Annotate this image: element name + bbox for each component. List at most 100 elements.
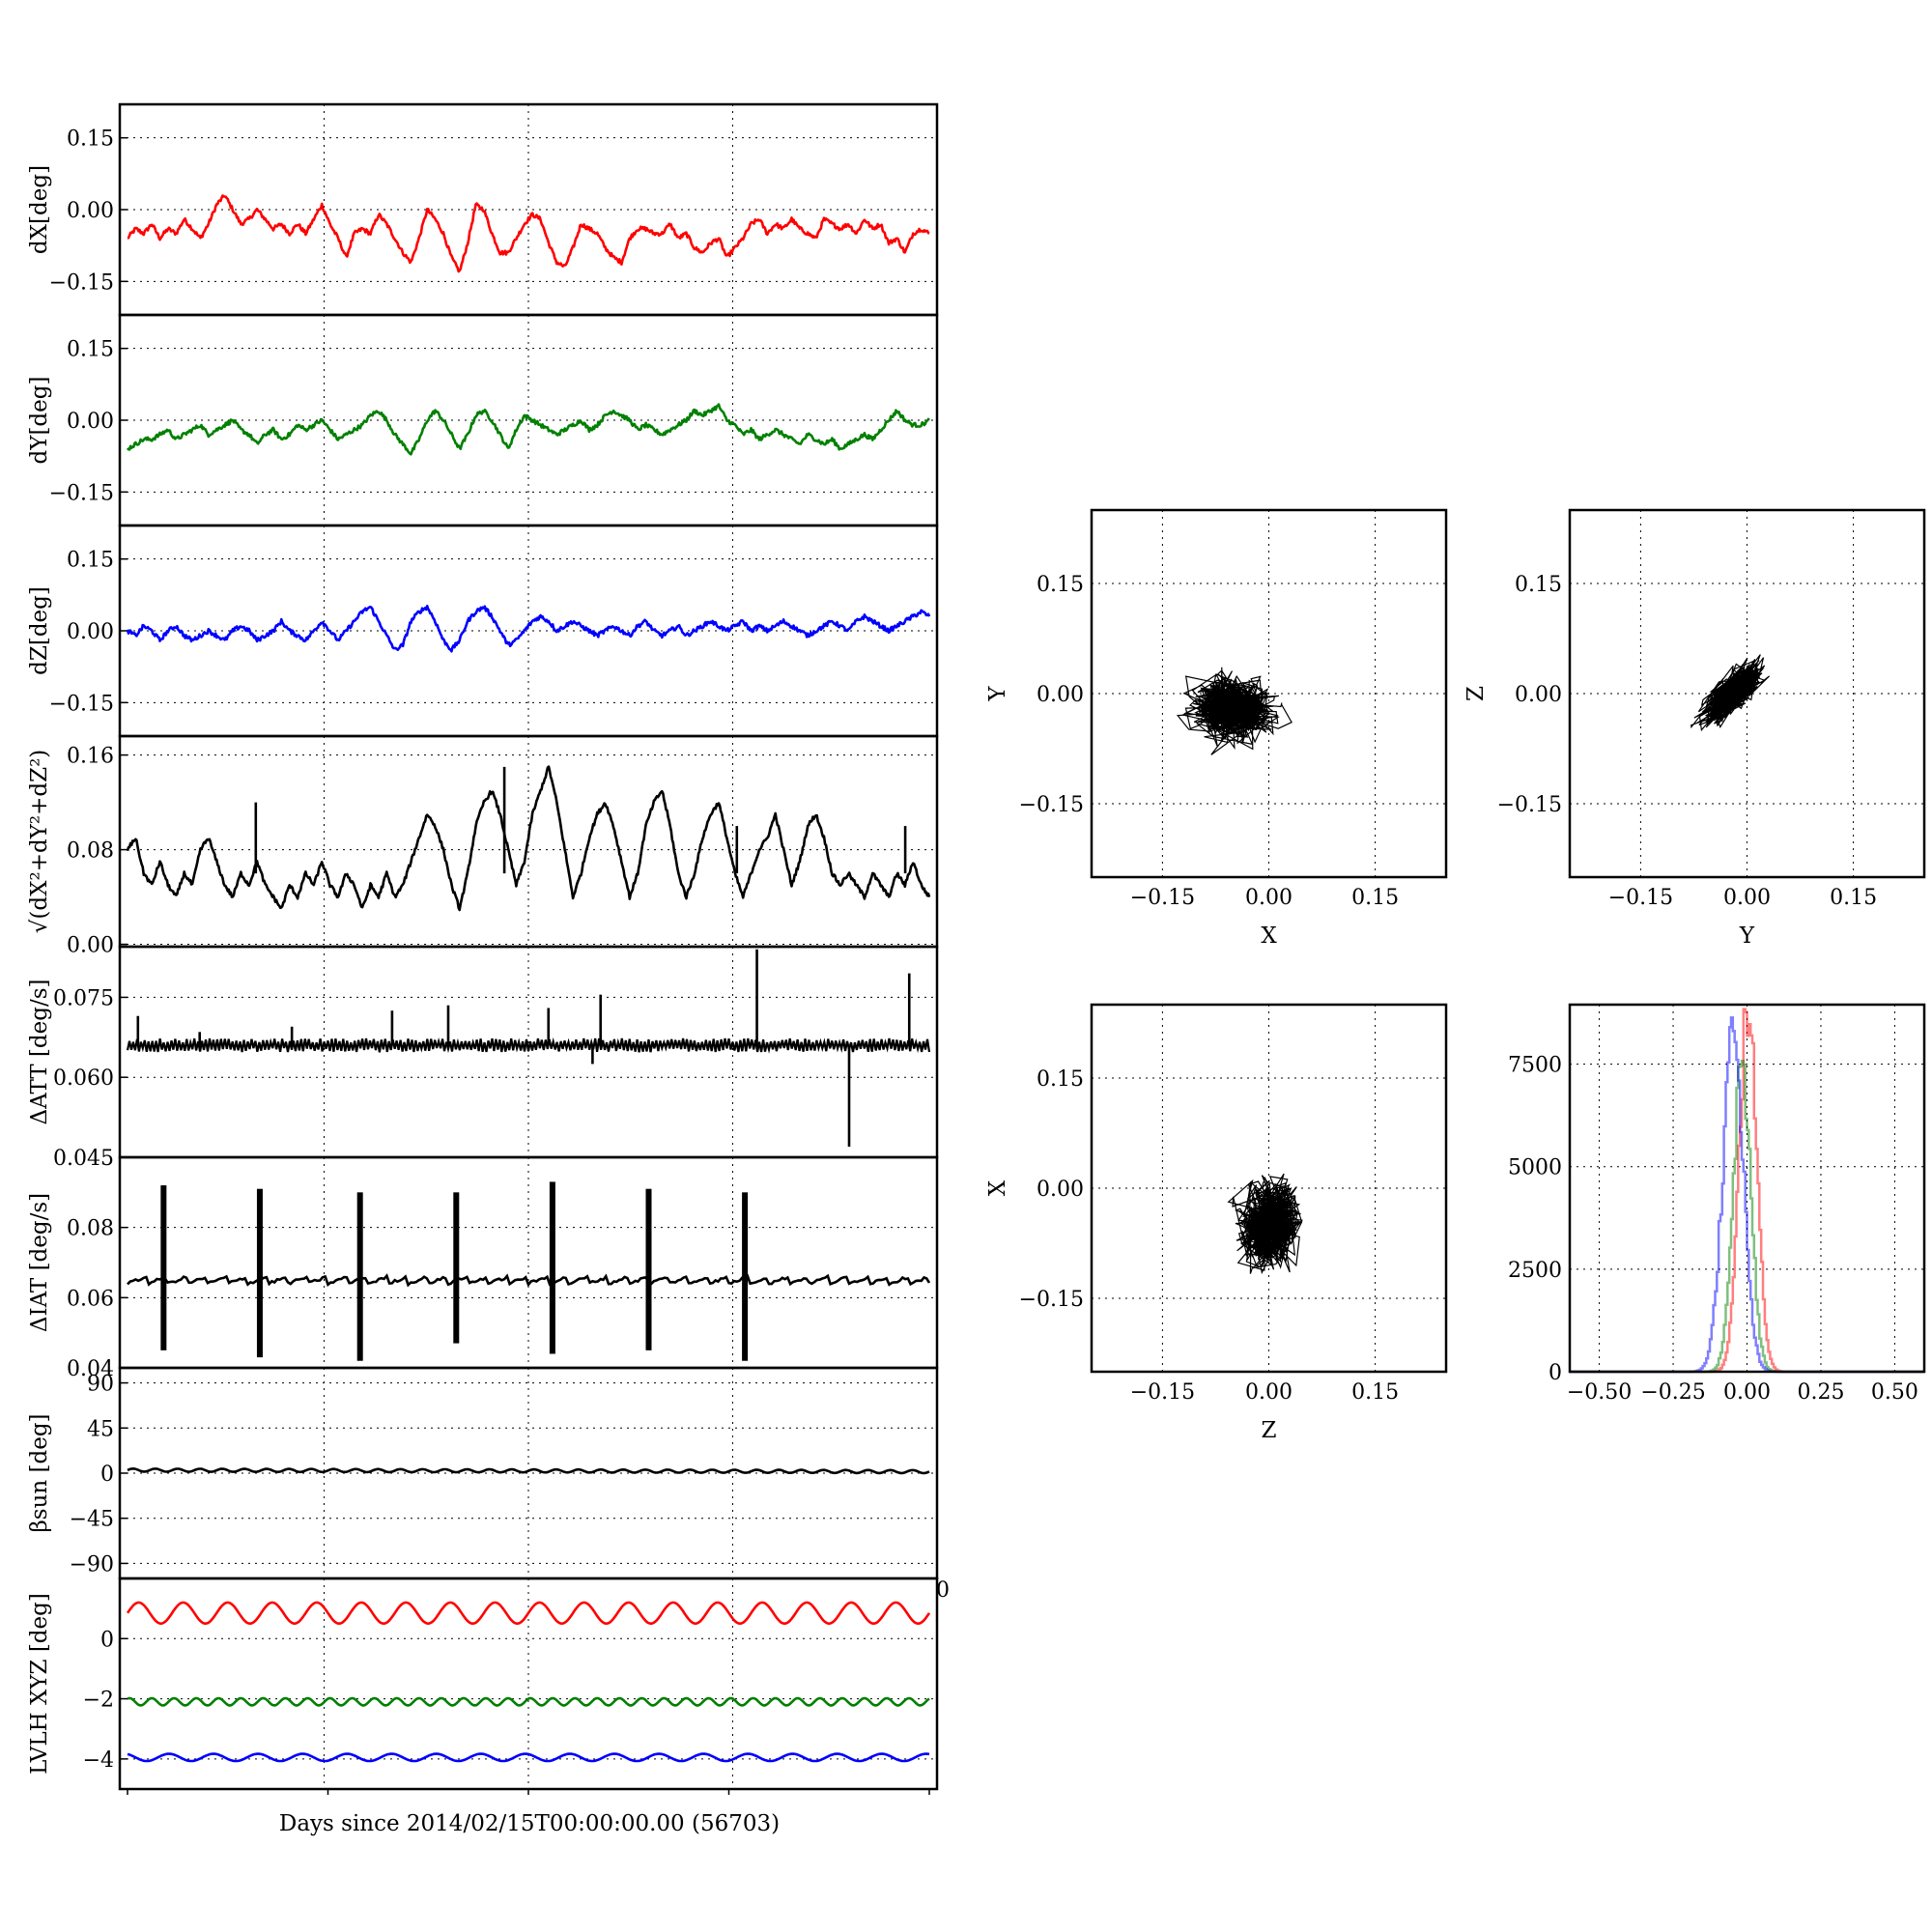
y-tick-label: 0.04 — [67, 1357, 114, 1381]
y-tick-label: 0.15 — [67, 338, 114, 362]
series-line-dz — [126, 604, 931, 653]
y-axis-label: dX[deg] — [27, 165, 52, 254]
axes-frame — [118, 1155, 939, 1370]
y-tick-label: 0.16 — [67, 745, 114, 769]
y-tick-label: 0.00 — [67, 199, 114, 223]
y-tick-label: −45 — [70, 1508, 114, 1532]
x-tick-label: 0.15 — [1830, 886, 1877, 910]
y-tick-label: 0 — [1548, 1361, 1562, 1385]
y-axis-label: ΔATT [deg/s] — [27, 980, 52, 1125]
burst — [453, 1192, 460, 1344]
y-tick-label: 0.00 — [1515, 683, 1562, 707]
y-tick-label: 0.00 — [67, 410, 114, 434]
panel-dz: 0.15 0.00 −0.15 dZ[deg] — [27, 524, 939, 738]
y-tick-label: 0.08 — [67, 839, 114, 864]
y-tick-label: 0.00 — [67, 620, 114, 644]
series-line-datt — [126, 1037, 931, 1054]
x-tick-label: −0.50 — [1567, 1380, 1632, 1405]
y-tick-label: 0.06 — [67, 1287, 114, 1311]
y-tick-label: −90 — [70, 1552, 114, 1577]
x-tick-label: 0.25 — [1797, 1380, 1844, 1405]
x-tick-label: −0.15 — [1130, 886, 1195, 910]
scatter-zx: −0.15 −0.15 0.00 0.00 0.15 0.15 Z X — [985, 1003, 1448, 1443]
x-axis-label: Y — [1739, 923, 1755, 949]
axes-frame — [1568, 1003, 1926, 1374]
y-tick-label: 0.060 — [53, 1066, 114, 1091]
x-tick-label: 0.00 — [1723, 886, 1771, 910]
y-axis-label: βsun [deg] — [27, 1413, 52, 1532]
y-tick-label: 0.00 — [1037, 1178, 1084, 1202]
burst — [256, 1188, 263, 1358]
burst — [356, 1192, 363, 1361]
x-tick-label: −0.25 — [1640, 1380, 1705, 1405]
y-tick-label: −4 — [83, 1748, 114, 1773]
scatter-trace-yz — [1690, 654, 1771, 732]
y-tick-label: −0.15 — [1019, 793, 1084, 817]
x-tick-label: 0.00 — [1245, 1380, 1293, 1405]
data-group-dz — [126, 604, 931, 653]
y-tick-label: −0.15 — [1019, 1288, 1084, 1312]
y-tick-label: 90 — [87, 1373, 114, 1397]
data-group-beta — [127, 1466, 930, 1475]
x-axis-label: Days since 2014/02/15T00:00:00.00 (56703… — [279, 1811, 780, 1836]
series-line-lvlh-1 — [127, 1696, 930, 1707]
series-line-dx — [127, 194, 930, 273]
y-tick-label: 0.15 — [1515, 573, 1562, 597]
timeseries-panels: 0.15 0.00 −0.15 dX[deg] 0.15 0.00 −0.15 dY[deg]… — [27, 102, 939, 1795]
x-tick-label: 0.00 — [1723, 1380, 1771, 1405]
y-tick-label: −0.15 — [1497, 793, 1562, 817]
panel-dx: 0.15 0.00 −0.15 dX[deg] — [27, 102, 939, 317]
y-tick-label: −0.15 — [49, 481, 114, 505]
overlap-tick-label: 0.045 — [53, 1147, 114, 1171]
panel-dy: 0.15 0.00 −0.15 dY[deg] — [27, 313, 939, 527]
y-tick-label: 0.15 — [1037, 573, 1084, 597]
burst — [549, 1181, 555, 1354]
x-axis-label: X — [1261, 923, 1277, 949]
y-tick-label: 0.00 — [67, 934, 114, 958]
x-axis-label: Z — [1262, 1418, 1277, 1443]
y-tick-label: −2 — [83, 1689, 114, 1713]
axes-frame — [1568, 508, 1926, 879]
y-axis-label: ΔIAT [deg/s] — [27, 1193, 52, 1332]
y-axis-label: dY[deg] — [27, 377, 52, 465]
data-group-dr — [126, 765, 931, 912]
y-tick-label: −0.15 — [49, 692, 114, 716]
y-tick-label: 7500 — [1508, 1054, 1562, 1078]
x-tick-label: −0.15 — [1130, 1380, 1195, 1405]
data-group-dy — [126, 403, 930, 456]
y-axis-label: LVLH XYZ [deg] — [27, 1593, 52, 1775]
stray-tick-label: 0 — [936, 1578, 950, 1603]
y-axis-label: √(dX²+dY²+dZ²) — [27, 750, 52, 934]
y-tick-label: 0.15 — [67, 549, 114, 573]
data-group-diat — [127, 1181, 931, 1361]
panel-diat: 0.08 0.06 0.04 ΔIAT [deg/s] — [27, 1155, 939, 1381]
panel-dr: 0.16 0.08 0.00 √(dX²+dY²+dZ²) — [27, 734, 939, 958]
axes-frame — [1090, 1003, 1448, 1374]
series-line-beta — [127, 1466, 930, 1475]
burst — [160, 1185, 167, 1350]
y-tick-label: 0.00 — [1037, 683, 1084, 707]
scatter-panels: −0.15 −0.15 0.00 0.00 0.15 0.15 X Y −0.15 −0.15 0.… — [985, 508, 1926, 1443]
y-tick-label: 2500 — [1508, 1259, 1562, 1283]
series-line-dr — [126, 765, 931, 912]
y-tick-label: 0 — [100, 1628, 114, 1652]
x-tick-label: 0.50 — [1871, 1380, 1918, 1405]
x-tick-label: −0.15 — [1608, 886, 1673, 910]
y-tick-label: 45 — [87, 1417, 114, 1441]
series-line-lvlh-0 — [126, 1601, 931, 1626]
burst — [645, 1188, 652, 1350]
y-axis-label: Y — [985, 686, 1010, 702]
axes-frame — [1090, 508, 1448, 879]
scatter-xy: −0.15 −0.15 0.00 0.00 0.15 0.15 X Y — [985, 508, 1448, 949]
data-group-lvlh — [126, 1601, 931, 1763]
y-tick-label: 0 — [100, 1463, 114, 1487]
y-axis-label: dZ[deg] — [27, 586, 52, 675]
panel-beta: 90 45 0 −45 −90 βsun [deg] — [27, 1366, 939, 1580]
y-tick-label: 0.15 — [67, 128, 114, 152]
burst — [742, 1192, 749, 1361]
y-tick-label: −0.15 — [49, 270, 114, 295]
y-tick-label: 5000 — [1508, 1156, 1562, 1180]
x-tick-label: 0.15 — [1351, 886, 1399, 910]
data-group-dx — [127, 194, 930, 273]
